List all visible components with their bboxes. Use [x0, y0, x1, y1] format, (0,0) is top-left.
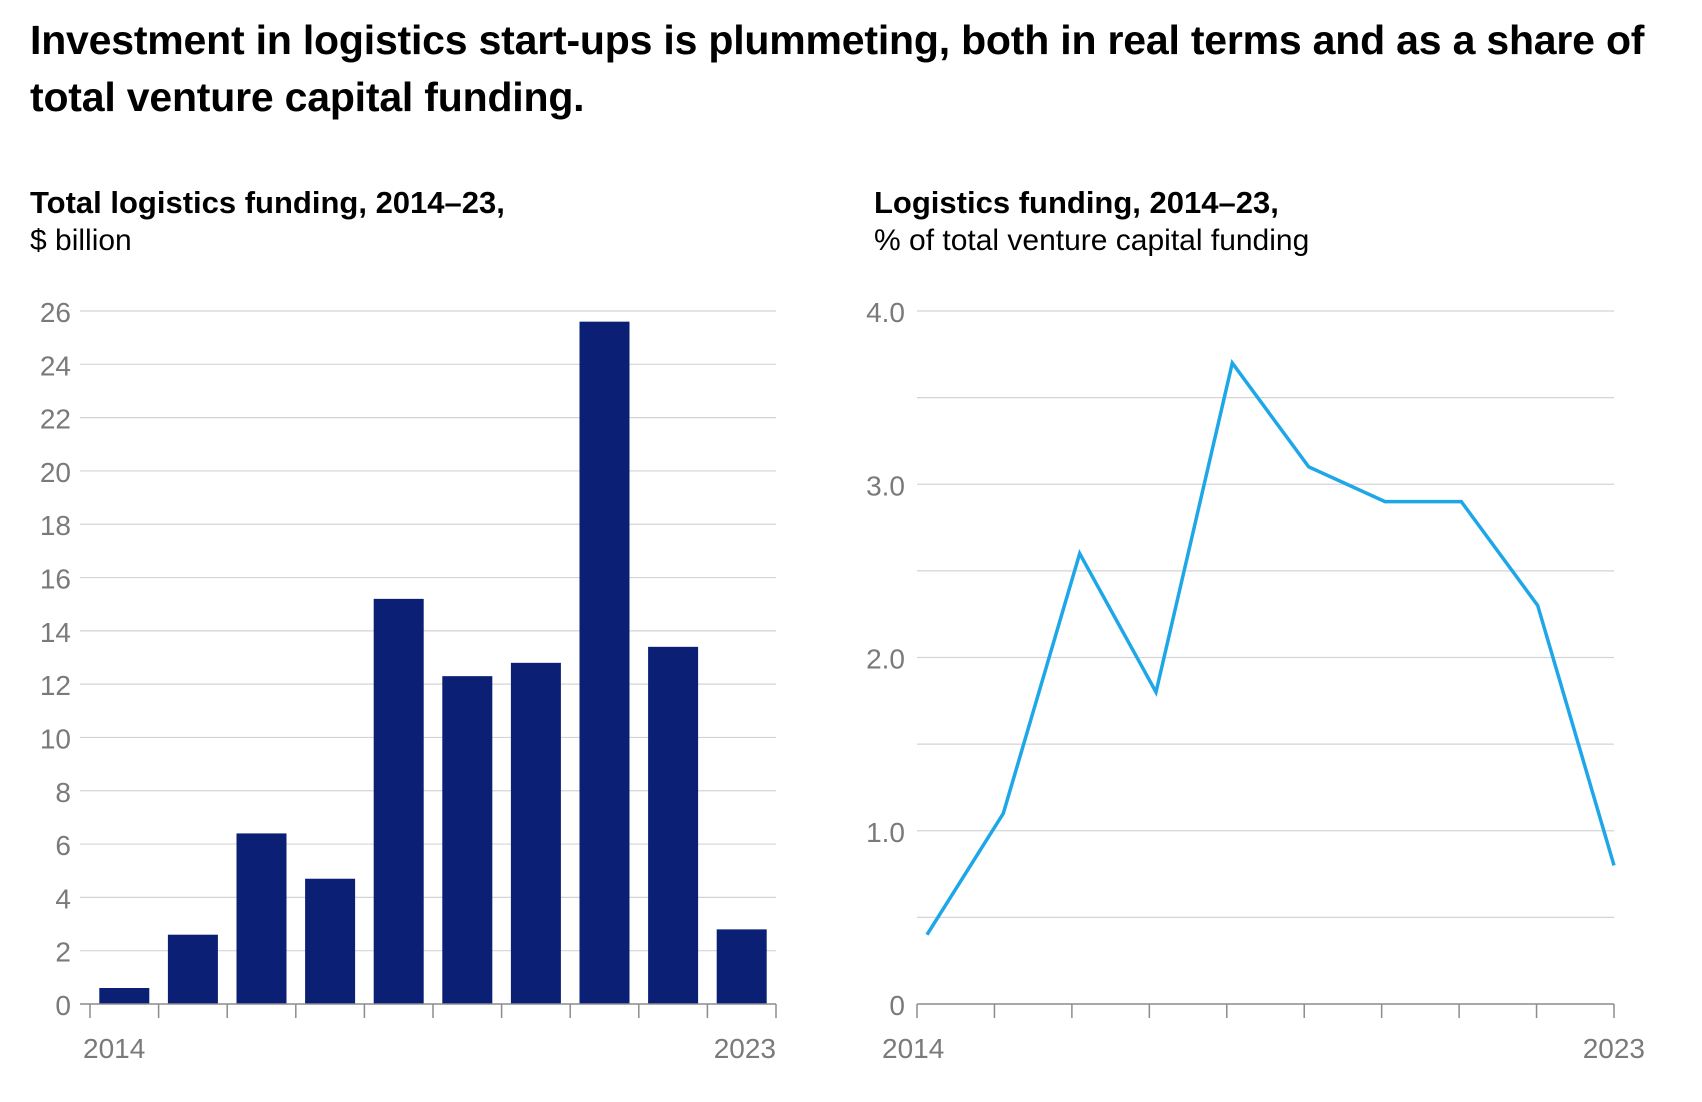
bar-y-tick-label: 10: [40, 723, 71, 754]
bar-y-tick-label: 8: [55, 777, 71, 808]
bar-2022: [648, 646, 699, 1004]
line-chart-subtitle: % of total venture capital funding: [874, 224, 1310, 257]
bar-2019: [442, 676, 493, 1004]
bar-x-tick-label: 2014: [83, 1033, 145, 1064]
bar-chart-subtitle: $ billion: [30, 224, 132, 257]
bar-2014: [99, 988, 150, 1004]
bar-y-tick-label: 4: [55, 883, 71, 914]
line-y-tick-label: 3.0: [866, 470, 905, 501]
bar-y-tick-label: 0: [55, 990, 71, 1021]
bar-chart-title: Total logistics funding, 2014–23,: [30, 185, 505, 220]
bar-y-tick-label: 22: [40, 404, 71, 435]
bar-2021: [579, 321, 630, 1005]
bar-2018: [373, 598, 424, 1004]
bar-2017: [305, 878, 356, 1004]
bar-2023: [716, 929, 767, 1004]
line-y-tick-label: 4.0: [866, 297, 905, 328]
bar-y-tick-label: 12: [40, 670, 71, 701]
headline: Investment in logistics start-ups is plu…: [30, 17, 1645, 120]
line-x-tick-label: 2023: [1583, 1033, 1645, 1064]
line-chart-title: Logistics funding, 2014–23,: [874, 185, 1279, 220]
bar-2015: [167, 934, 218, 1004]
bar-y-tick-label: 6: [55, 830, 71, 861]
line-y-tick-label: 2.0: [866, 644, 905, 675]
bar-y-tick-label: 14: [40, 617, 71, 648]
bar-y-tick-label: 20: [40, 457, 71, 488]
bar-2016: [236, 833, 287, 1004]
line-x-tick-label: 2014: [882, 1033, 944, 1064]
bar-y-tick-label: 18: [40, 510, 71, 541]
bar-y-tick-label: 26: [40, 297, 71, 328]
bar-2020: [510, 662, 561, 1004]
line-y-tick-label: 1.0: [866, 817, 905, 848]
bar-y-tick-label: 16: [40, 564, 71, 595]
line-series: [925, 358, 1616, 936]
bar-y-tick-label: 24: [40, 350, 71, 381]
bar-y-tick-label: 2: [55, 937, 71, 968]
line-y-tick-label: 0: [889, 990, 905, 1021]
bar-x-tick-label: 2023: [714, 1033, 776, 1064]
